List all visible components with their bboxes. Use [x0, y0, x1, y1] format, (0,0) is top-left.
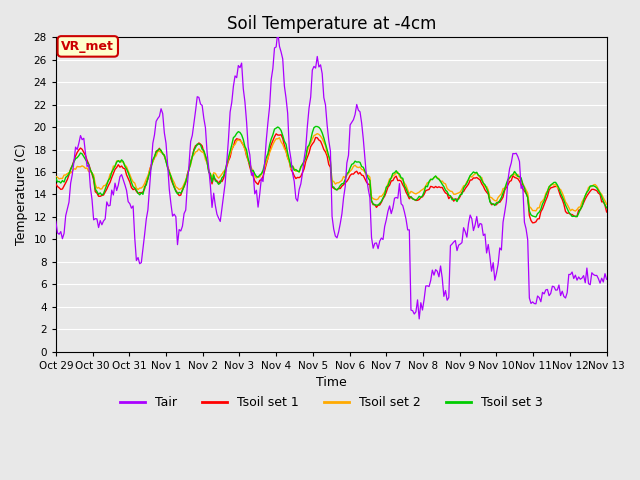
Title: Soil Temperature at -4cm: Soil Temperature at -4cm	[227, 15, 436, 33]
X-axis label: Time: Time	[316, 376, 347, 389]
Text: VR_met: VR_met	[61, 40, 114, 53]
Legend: Tair, Tsoil set 1, Tsoil set 2, Tsoil set 3: Tair, Tsoil set 1, Tsoil set 2, Tsoil se…	[115, 391, 547, 414]
Y-axis label: Temperature (C): Temperature (C)	[15, 144, 28, 245]
